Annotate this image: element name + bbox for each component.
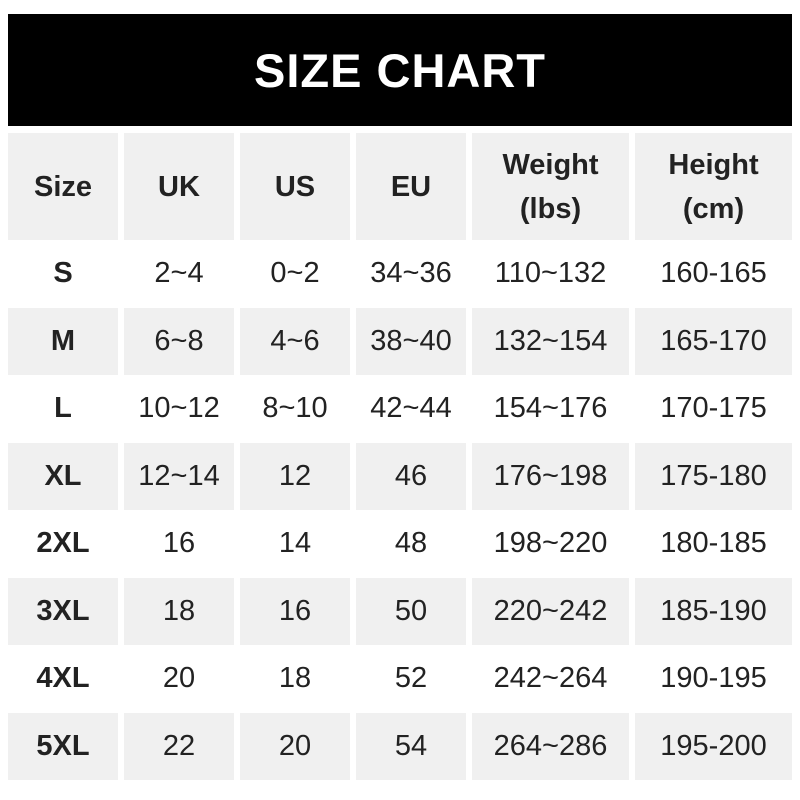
eu-cell: 48 [356,510,466,578]
eu-cell: 42~44 [356,375,466,443]
header-label: EU [390,170,432,203]
page-title: SIZE CHART [254,43,546,97]
height-cell: 170-175 [635,375,792,443]
eu-cell: 34~36 [356,240,466,308]
weight-cell: 132~154 [472,307,629,375]
us-cell: 4~6 [240,307,350,375]
eu-cell: 38~40 [356,307,466,375]
us-cell: 20 [240,712,350,780]
uk-cell: 22 [124,712,234,780]
us-cell: 16 [240,577,350,645]
table-row: 5XL 22 20 54 264~286 195-200 [8,712,792,780]
header-label: Weight [502,148,599,181]
uk-cell: 12~14 [124,442,234,510]
height-cell: 175-180 [635,442,792,510]
uk-cell: 18 [124,577,234,645]
table-row: XL 12~14 12 46 176~198 175-180 [8,442,792,510]
uk-cell: 2~4 [124,240,234,308]
table-row: M 6~8 4~6 38~40 132~154 165-170 [8,307,792,375]
uk-cell: 16 [124,510,234,578]
height-cell: 190-195 [635,645,792,713]
header-cell-eu: EU [356,133,466,240]
us-cell: 0~2 [240,240,350,308]
size-cell: M [8,307,118,375]
table-row: 4XL 20 18 52 242~264 190-195 [8,645,792,713]
height-cell: 195-200 [635,712,792,780]
header-label: Size [33,170,93,203]
weight-cell: 110~132 [472,240,629,308]
us-cell: 12 [240,442,350,510]
height-cell: 165-170 [635,307,792,375]
eu-cell: 54 [356,712,466,780]
table-row: 2XL 16 14 48 198~220 180-185 [8,510,792,578]
eu-cell: 46 [356,442,466,510]
banner: SIZE CHART [8,14,792,126]
size-table: Size UK US EU Weight (lbs) [2,133,798,780]
header-label: Height [668,148,759,181]
uk-cell: 20 [124,645,234,713]
size-cell: 2XL [8,510,118,578]
eu-cell: 52 [356,645,466,713]
table-row: S 2~4 0~2 34~36 110~132 160-165 [8,240,792,308]
header-sublabel: (lbs) [519,192,582,225]
weight-cell: 220~242 [472,577,629,645]
us-cell: 8~10 [240,375,350,443]
table-row: 3XL 18 16 50 220~242 185-190 [8,577,792,645]
header-cell-uk: UK [124,133,234,240]
us-cell: 18 [240,645,350,713]
weight-cell: 198~220 [472,510,629,578]
weight-cell: 154~176 [472,375,629,443]
height-cell: 160-165 [635,240,792,308]
height-cell: 180-185 [635,510,792,578]
header-cell-us: US [240,133,350,240]
weight-cell: 264~286 [472,712,629,780]
size-cell: 3XL [8,577,118,645]
size-cell: 5XL [8,712,118,780]
size-cell: L [8,375,118,443]
height-cell: 185-190 [635,577,792,645]
table-row: L 10~12 8~10 42~44 154~176 170-175 [8,375,792,443]
size-cell: XL [8,442,118,510]
weight-cell: 176~198 [472,442,629,510]
uk-cell: 10~12 [124,375,234,443]
weight-cell: 242~264 [472,645,629,713]
header-label: US [274,170,316,203]
header-sublabel: (cm) [682,192,745,225]
header-cell-weight: Weight (lbs) [472,133,629,240]
header-label: UK [158,170,200,203]
size-cell: 4XL [8,645,118,713]
header-row: Size UK US EU Weight (lbs) [8,133,792,240]
size-cell: S [8,240,118,308]
eu-cell: 50 [356,577,466,645]
uk-cell: 6~8 [124,307,234,375]
header-cell-size: Size [8,133,118,240]
us-cell: 14 [240,510,350,578]
header-cell-height: Height (cm) [635,133,792,240]
